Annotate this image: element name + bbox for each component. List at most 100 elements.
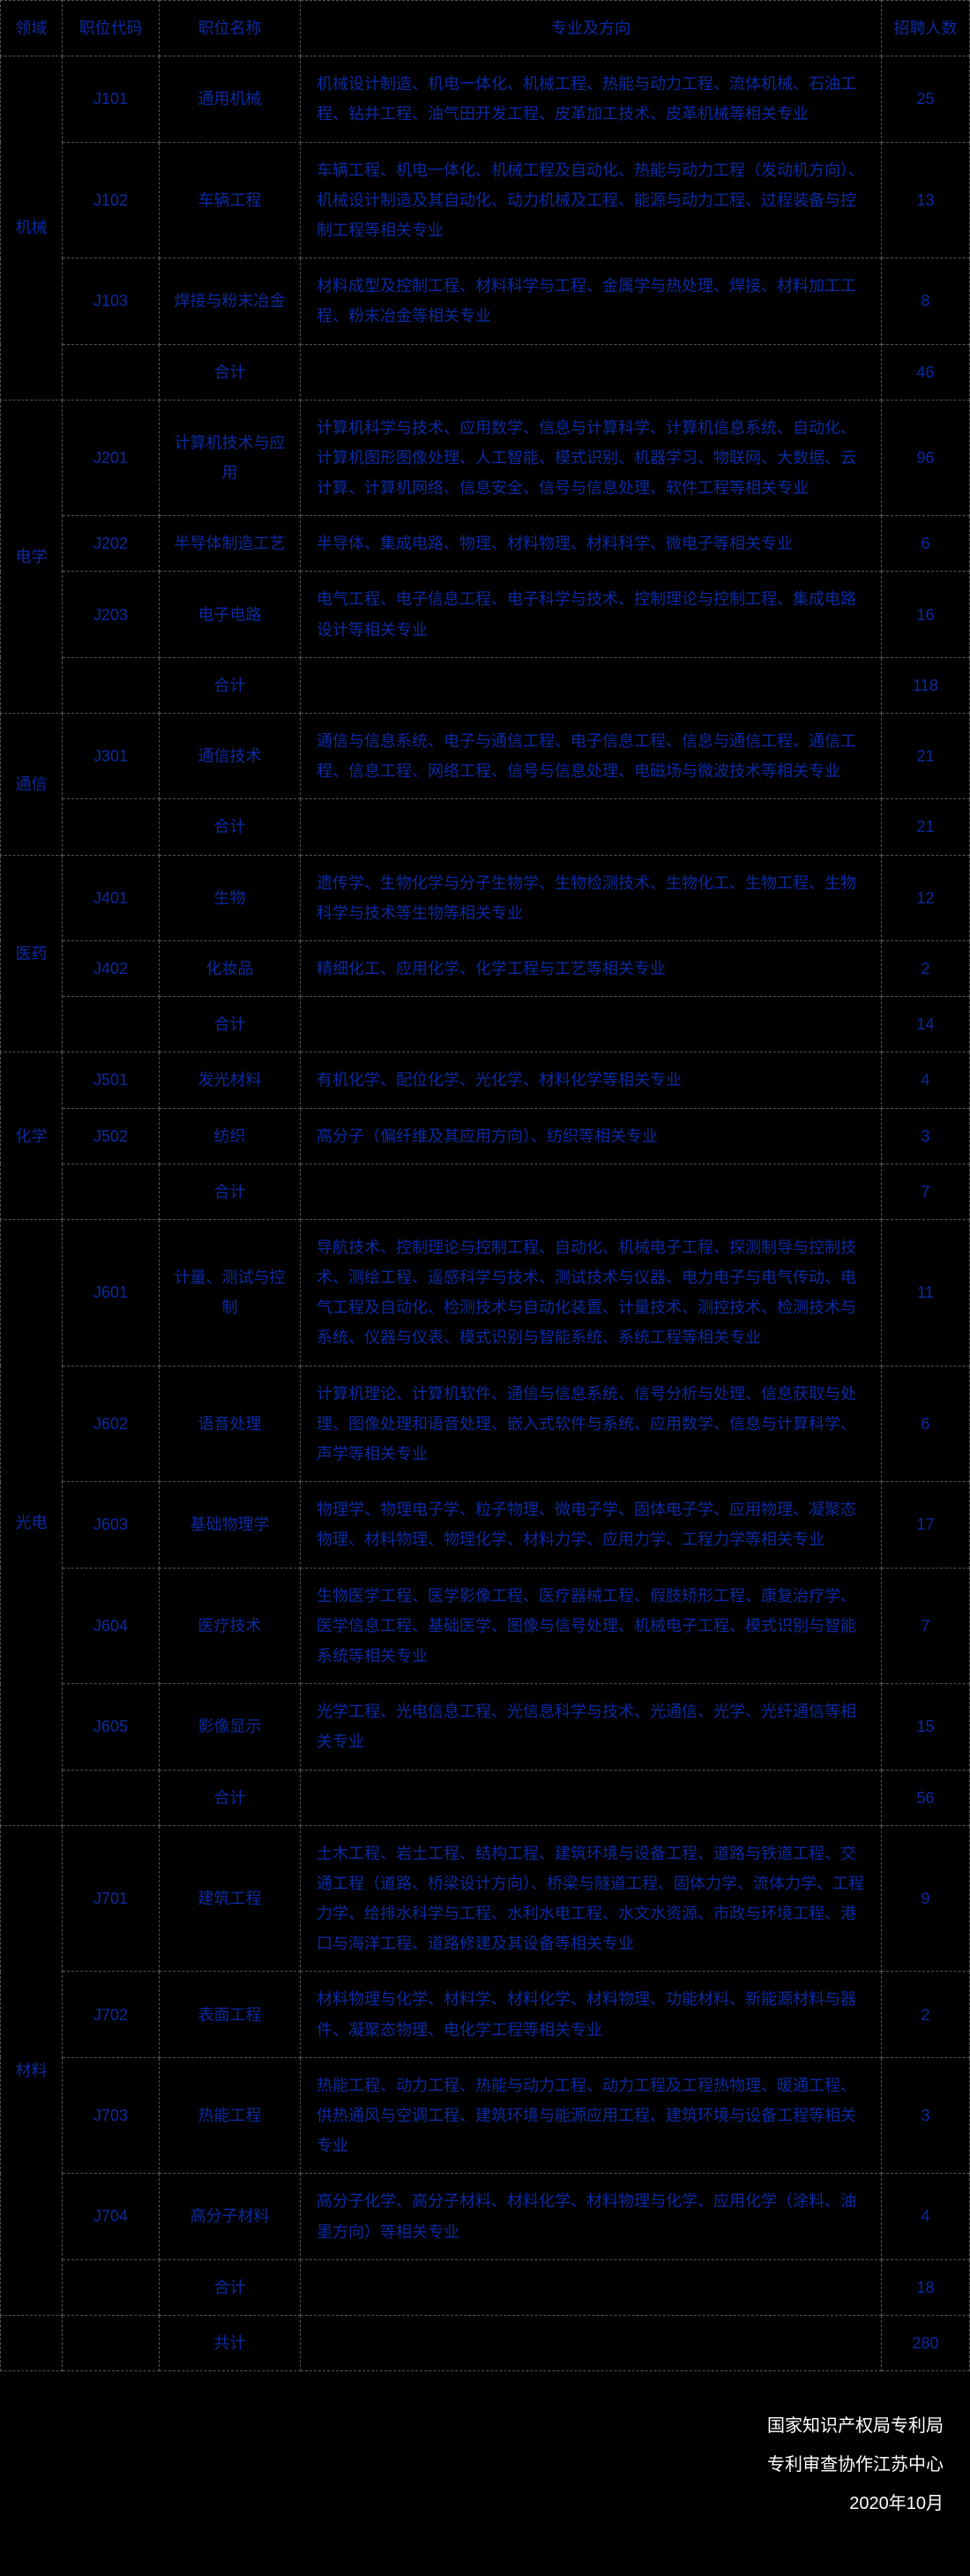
- table-row: J702表面工程材料物理与化学、材料学、材料化学、材料物理、功能材料、新能源材料…: [1, 1972, 970, 2057]
- subtotal-label-cell: 合计: [160, 997, 301, 1052]
- subtotal-row: 合计118: [1, 657, 970, 713]
- subtotal-code-cell: [63, 2259, 160, 2315]
- name-cell: 电子电路: [160, 572, 301, 657]
- footer-line-3: 2020年10月: [0, 2484, 944, 2523]
- table-row: 机械J101通用机械机械设计制造、机电一体化、机械工程、热能与动力工程、流体机械…: [1, 56, 970, 142]
- name-cell: 高分子材料: [160, 2174, 301, 2259]
- subtotal-row: 合计 56: [1, 1770, 970, 1825]
- table-row: 电学J201计算机技术与应用计算机科学与技术、应用数学、信息与计算科学、计算机信…: [1, 400, 970, 516]
- code-cell: J501: [63, 1052, 160, 1108]
- subtotal-row: 合计18: [1, 2259, 970, 2315]
- subtotal-count-cell: 21: [882, 799, 970, 855]
- total-label-cell: 共计: [160, 2315, 301, 2370]
- code-cell: J702: [63, 1972, 160, 2057]
- header-count: 招聘人数: [882, 1, 970, 56]
- subtotal-major-cell: [301, 799, 882, 855]
- subtotal-row: 合计7: [1, 1164, 970, 1219]
- subtotal-major-cell: [301, 344, 882, 400]
- table-row: J103焊接与粉末冶金材料成型及控制工程、材料科学与工程、金属学与热处理、焊接、…: [1, 258, 970, 344]
- field-cell: 通信: [1, 714, 63, 856]
- subtotal-code-cell: [63, 1164, 160, 1219]
- name-cell: 医疗技术: [160, 1568, 301, 1684]
- subtotal-label-cell: 合计: [160, 1770, 301, 1825]
- count-cell: 3: [882, 2057, 970, 2174]
- code-cell: J502: [63, 1108, 160, 1164]
- table-row: 医药J401生物遗传学、生物化学与分子生物学、生物检测技术、生物化工、生物工程、…: [1, 855, 970, 940]
- total-field-cell: [1, 2315, 63, 2370]
- count-cell: 4: [882, 1052, 970, 1108]
- subtotal-label-cell: 合计: [160, 344, 301, 400]
- count-cell: 6: [882, 516, 970, 572]
- code-cell: J604: [63, 1568, 160, 1684]
- table-head: 领域 职位代码 职位名称 专业及方向 招聘人数: [1, 1, 970, 56]
- total-row: 共计280: [1, 2315, 970, 2370]
- table-row: J603基础物理学物理学、物理电子学、粒子物理、微电子学、固体电子学、应用物理、…: [1, 1482, 970, 1568]
- subtotal-count-cell: 46: [882, 344, 970, 400]
- count-cell: 8: [882, 258, 970, 344]
- field-cell: 化学: [1, 1052, 63, 1220]
- major-cell: 电气工程、电子信息工程、电子科学与技术、控制理论与控制工程、集成电路设计等相关专…: [301, 572, 882, 657]
- recruitment-table-wrap: 领域 职位代码 职位名称 专业及方向 招聘人数 机械J101通用机械机械设计制造…: [0, 0, 970, 2371]
- field-cell: 医药: [1, 855, 63, 1052]
- code-cell: J603: [63, 1482, 160, 1568]
- table-row: J102车辆工程车辆工程、机电一体化、机械工程及自动化、热能与动力工程（发动机方…: [1, 142, 970, 258]
- subtotal-code-cell: [63, 344, 160, 400]
- name-cell: 表面工程: [160, 1972, 301, 2057]
- subtotal-row: 合计 21: [1, 799, 970, 855]
- table-row: 光电J601计量、测试与控制导航技术、控制理论与控制工程、自动化、机械电子工程、…: [1, 1219, 970, 1366]
- table-row: J605影像显示光学工程、光电信息工程、光信息科学与技术、光通信、光学、光纤通信…: [1, 1684, 970, 1770]
- major-cell: 物理学、物理电子学、粒子物理、微电子学、固体电子学、应用物理、凝聚态物理、材料物…: [301, 1482, 882, 1568]
- count-cell: 4: [882, 2174, 970, 2259]
- name-cell: 通信技术: [160, 714, 301, 799]
- major-cell: 材料物理与化学、材料学、材料化学、材料物理、功能材料、新能源材料与器件、凝聚态物…: [301, 1972, 882, 2057]
- count-cell: 15: [882, 1684, 970, 1770]
- subtotal-major-cell: [301, 997, 882, 1052]
- code-cell: J201: [63, 400, 160, 516]
- major-cell: 生物医学工程、医学影像工程、医疗器械工程、假肢矫形工程、康复治疗学、医学信息工程…: [301, 1568, 882, 1684]
- code-cell: J401: [63, 855, 160, 940]
- code-cell: J701: [63, 1825, 160, 1972]
- count-cell: 9: [882, 1825, 970, 1972]
- subtotal-code-cell: [63, 657, 160, 713]
- count-cell: 2: [882, 940, 970, 996]
- name-cell: 影像显示: [160, 1684, 301, 1770]
- code-cell: J203: [63, 572, 160, 657]
- major-cell: 计算机理论、计算机软件、通信与信息系统、信号分析与处理、信息获取与处理、图像处理…: [301, 1366, 882, 1482]
- subtotal-row: 合计14: [1, 997, 970, 1052]
- count-cell: 25: [882, 56, 970, 142]
- name-cell: 半导体制造工艺: [160, 516, 301, 572]
- table-row: J502纺织高分子（偏纤维及其应用方向）、纺织等相关专业3: [1, 1108, 970, 1164]
- code-cell: J402: [63, 940, 160, 996]
- major-cell: 有机化学、配位化学、光化学、材料化学等相关专业: [301, 1052, 882, 1108]
- major-cell: 通信与信息系统、电子与通信工程、电子信息工程、信息与通信工程、通信工程、信息工程…: [301, 714, 882, 799]
- major-cell: 精细化工、应用化学、化学工程与工艺等相关专业: [301, 940, 882, 996]
- subtotal-major-cell: [301, 1770, 882, 1825]
- subtotal-major-cell: [301, 2259, 882, 2315]
- name-cell: 计量、测试与控制: [160, 1219, 301, 1366]
- field-cell: 机械: [1, 56, 63, 401]
- name-cell: 语音处理: [160, 1366, 301, 1482]
- major-cell: 计算机科学与技术、应用数学、信息与计算科学、计算机信息系统、自动化、计算机图形图…: [301, 400, 882, 516]
- subtotal-label-cell: 合计: [160, 799, 301, 855]
- major-cell: 土木工程、岩土工程、结构工程、建筑环境与设备工程、道路与铁道工程、交通工程（道路…: [301, 1825, 882, 1972]
- code-cell: J601: [63, 1219, 160, 1366]
- table-row: 材料J701建筑工程土木工程、岩土工程、结构工程、建筑环境与设备工程、道路与铁道…: [1, 1825, 970, 1972]
- name-cell: 通用机械: [160, 56, 301, 142]
- field-cell: 电学: [1, 400, 63, 713]
- subtotal-label-cell: 合计: [160, 2259, 301, 2315]
- count-cell: 11: [882, 1219, 970, 1366]
- field-cell: 光电: [1, 1219, 63, 1825]
- subtotal-label-cell: 合计: [160, 657, 301, 713]
- subtotal-count-cell: 56: [882, 1770, 970, 1825]
- footer: 国家知识产权局专利局 专利审查协作江苏中心 2020年10月: [0, 2371, 970, 2576]
- name-cell: 焊接与粉末冶金: [160, 258, 301, 344]
- field-cell: 材料: [1, 1825, 63, 2315]
- count-cell: 12: [882, 855, 970, 940]
- header-row: 领域 职位代码 职位名称 专业及方向 招聘人数: [1, 1, 970, 56]
- subtotal-count-cell: 7: [882, 1164, 970, 1219]
- name-cell: 化妆品: [160, 940, 301, 996]
- header-major: 专业及方向: [301, 1, 882, 56]
- major-cell: 高分子化学、高分子材料、材料化学、材料物理与化学、应用化学（涂料、油墨方向）等相…: [301, 2174, 882, 2259]
- table-row: J704高分子材料高分子化学、高分子材料、材料化学、材料物理与化学、应用化学（涂…: [1, 2174, 970, 2259]
- table-body: 机械J101通用机械机械设计制造、机电一体化、机械工程、热能与动力工程、流体机械…: [1, 56, 970, 2371]
